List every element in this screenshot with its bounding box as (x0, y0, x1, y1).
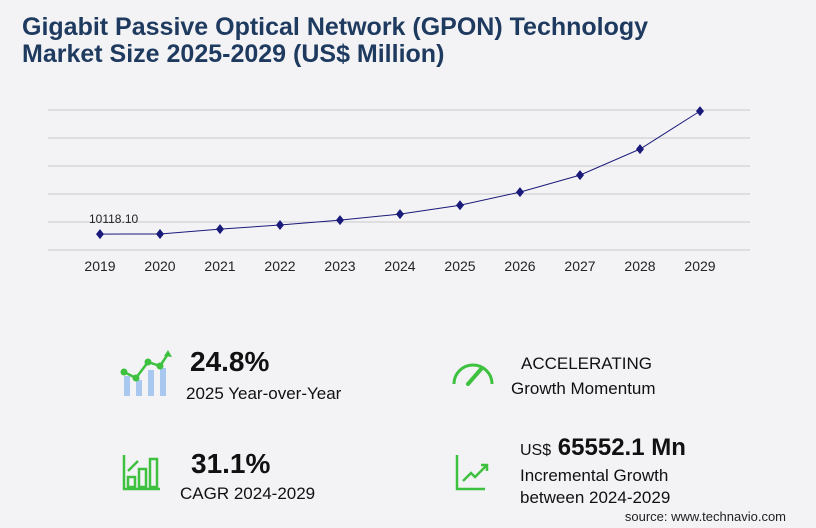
data-point (276, 220, 284, 231)
growth-chart-icon (120, 350, 172, 396)
chart-title: Gigabit Passive Optical Network (GPON) T… (22, 14, 782, 68)
cagr-label: CAGR 2024-2029 (180, 484, 316, 503)
x-tick-label: 2022 (264, 258, 295, 274)
incremental-label-1: Incremental Growth (520, 466, 669, 485)
x-tick-label: 2029 (684, 258, 715, 274)
data-point (516, 187, 524, 198)
x-tick-label: 2024 (384, 258, 415, 274)
x-tick-label: 2026 (504, 258, 535, 274)
title-line-1: Gigabit Passive Optical Network (GPON) T… (22, 13, 649, 41)
x-tick-label: 2023 (324, 258, 355, 274)
incremental-label-2: between 2024-2029 (520, 488, 671, 507)
data-point (696, 106, 704, 117)
data-point (96, 229, 104, 240)
currency-prefix: US$ (520, 442, 552, 459)
data-label: 10118.10 (89, 212, 138, 226)
incremental-amount: 65552.1 Mn (557, 434, 686, 461)
x-tick-label: 2020 (144, 258, 175, 274)
x-tick-label: 2028 (624, 258, 655, 274)
data-point (636, 144, 644, 155)
speedometer-icon (452, 363, 494, 386)
bar-chart-icon (122, 455, 160, 491)
incremental-value: US$ 65552.1 Mn (520, 434, 686, 462)
yoy-value: 24.8% (190, 346, 270, 377)
momentum-value: ACCELERATING (521, 354, 652, 373)
data-point (576, 170, 584, 181)
yoy-label: 2025 Year-over-Year (186, 384, 342, 403)
x-tick-label: 2025 (444, 258, 475, 274)
data-point (216, 224, 224, 235)
data-point (156, 228, 164, 239)
data-point (396, 209, 404, 220)
line-chart: 2019 10118.10 2020 2021 2022 2023 2024 2025 2026… (48, 106, 750, 274)
title-line-2: Market Size 2025-2029 (US$ Million) (22, 40, 445, 68)
source-credit: source: www.technavio.com (624, 509, 786, 524)
x-tick-label: 2021 (204, 258, 235, 274)
x-tick-label: 2019 (84, 258, 115, 274)
data-point (336, 215, 344, 226)
momentum-label: Growth Momentum (511, 379, 656, 398)
cagr-value: 31.1% (191, 448, 271, 479)
x-tick-label: 2027 (564, 258, 595, 274)
trend-up-icon (455, 455, 489, 491)
data-point (456, 200, 464, 211)
